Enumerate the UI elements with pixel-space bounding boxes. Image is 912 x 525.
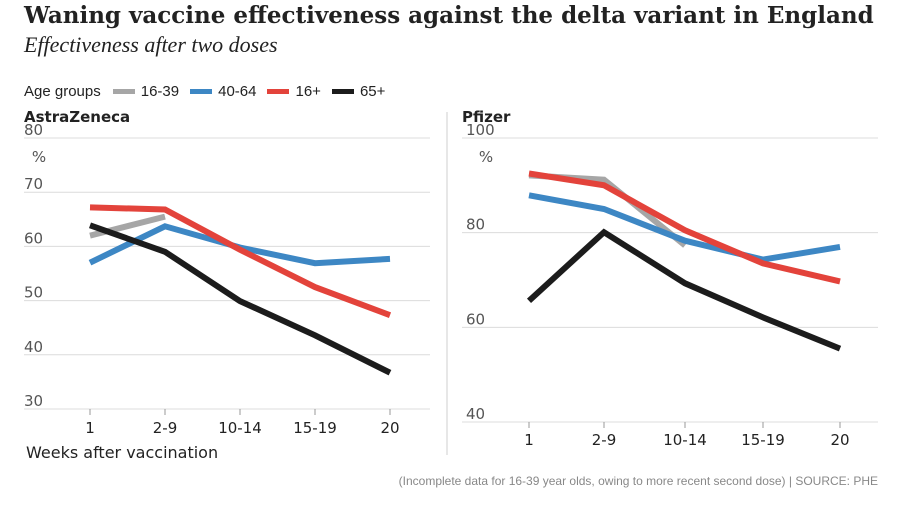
x-tick-label-pfizer-10-14: 10-14 (663, 431, 707, 449)
legend-item-16-39: 16-39 (112, 82, 180, 100)
x-tick-label-astrazeneca-15-19: 15-19 (293, 419, 337, 437)
x-tick-label-astrazeneca-2-9: 2-9 (153, 419, 178, 437)
y-tick-label-pfizer-80: 80 (466, 216, 485, 234)
legend-label-40-64: 40-64 (218, 82, 257, 100)
x-axis-title: Weeks after vaccination (26, 443, 218, 462)
legend-item-16-plus: 16+ (267, 82, 321, 100)
panel-title-pfizer: Pfizer (462, 108, 511, 126)
legend-item-65-plus: 65+ (331, 82, 386, 100)
x-tick-label-pfizer-1: 1 (524, 431, 534, 449)
series-line-astrazeneca-65-plus (89, 222, 392, 376)
legend-title: Age groups (24, 82, 101, 100)
y-tick-label-pfizer-100: 100 (466, 121, 495, 139)
panel-pfizer: Pfizer 40 60 80 100% 1 2-9 10-14 15-19 20 (462, 108, 878, 449)
series-line-pfizer-16-plus (528, 170, 841, 285)
legend-label-65-plus: 65+ (359, 82, 386, 100)
y-tick-label-astrazeneca-40: 40 (24, 338, 43, 356)
source-footnote: (Incomplete data for 16-39 year olds, ow… (398, 474, 878, 488)
panel-title-astrazeneca: AstraZeneca (24, 108, 130, 126)
legend-swatch-16-plus (267, 88, 290, 94)
y-tick-label-astrazeneca-70: 70 (24, 175, 43, 193)
legend-item-40-64: 40-64 (190, 83, 256, 100)
legend-label-16-39: 16-39 (140, 82, 180, 100)
legend-swatch-40-64 (190, 88, 213, 94)
x-tick-label-astrazeneca-1: 1 (85, 419, 95, 437)
legend-label-16-plus: 16+ (295, 82, 321, 100)
x-tick-label-pfizer-2-9: 2-9 (592, 431, 617, 449)
y-tick-label-astrazeneca-30: 30 (24, 392, 43, 410)
series-line-astrazeneca-40-64 (88, 223, 391, 267)
series-line-astrazeneca-16-plus (89, 204, 392, 319)
x-tick-label-pfizer-15-19: 15-19 (741, 431, 785, 449)
chart-subtitle: Effectiveness after two doses (24, 32, 278, 57)
x-tick-label-astrazeneca-20: 20 (380, 419, 399, 437)
y-tick-label-astrazeneca-80: 80 (24, 121, 43, 139)
y-tick-label-astrazeneca-60: 60 (24, 229, 43, 247)
x-tick-label-pfizer-20: 20 (830, 431, 849, 449)
chart-title: Waning vaccine effectiveness against the… (24, 2, 874, 29)
panel-astrazeneca: AstraZeneca 30 40 50 60 70 80% 1 2-9 10-14 15-19 20 (24, 108, 430, 437)
series-line-pfizer-40-64 (528, 192, 841, 263)
y-tick-label-pfizer-40: 40 (466, 405, 485, 423)
legend-swatch-16-39 (112, 88, 135, 94)
y-tick-label-astrazeneca-50: 50 (24, 284, 43, 302)
series-line-pfizer-65-plus (526, 228, 842, 352)
legend-swatch-65-plus (331, 88, 354, 94)
legend: Age groups 16-39 40-64 16+ 65+ (24, 80, 396, 102)
y-tick-label-pfizer-60: 60 (466, 310, 485, 328)
y-unit-label-pfizer: % (479, 148, 493, 166)
y-unit-label-astrazeneca: % (32, 148, 46, 166)
x-tick-label-astrazeneca-10-14: 10-14 (218, 419, 262, 437)
